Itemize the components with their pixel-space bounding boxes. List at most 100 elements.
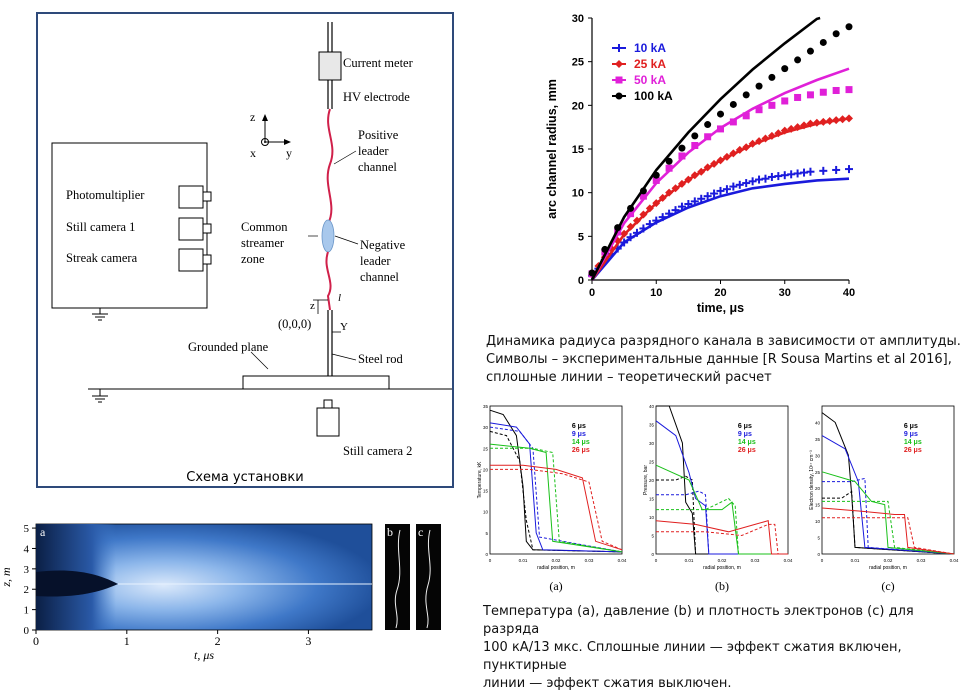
data-point-1 xyxy=(774,129,783,138)
profile-solid-1 xyxy=(821,435,955,555)
profile-y-tick: 5 xyxy=(817,536,820,541)
data-point-1 xyxy=(838,115,847,124)
label-streak-camera: Streak camera xyxy=(66,251,138,265)
x-tick-label: 40 xyxy=(843,287,855,299)
data-point-1 xyxy=(748,139,757,148)
profile-ylabel: Temperature, kK xyxy=(477,461,483,498)
data-point-1 xyxy=(722,152,731,161)
profile-solid-3 xyxy=(490,464,623,551)
radius-caption-line-3: сплошные линии – теоретический расчет xyxy=(486,370,772,385)
profile-x-tick: 0.02 xyxy=(884,558,893,563)
data-point-3 xyxy=(601,245,609,253)
x-tick-label: 0 xyxy=(589,287,595,299)
data-point-2 xyxy=(768,101,776,109)
data-point-1 xyxy=(812,118,821,127)
profile-solid-0 xyxy=(656,405,788,555)
profile-dashed-0 xyxy=(656,475,788,555)
data-point-0 xyxy=(620,238,629,247)
data-point-3 xyxy=(639,187,647,195)
data-point-0 xyxy=(832,165,841,174)
still-camera-2-box xyxy=(316,407,340,437)
data-point-0 xyxy=(671,206,680,215)
profile-y-tick: 40 xyxy=(815,420,821,425)
profile-dashed-2 xyxy=(822,500,955,555)
label-grounded-plane: Grounded plane xyxy=(188,340,269,354)
profile-y-tick: 10 xyxy=(649,515,655,520)
axis-x-label: x xyxy=(250,146,256,160)
label-negative-2: leader xyxy=(360,254,391,268)
data-point-0 xyxy=(658,213,667,222)
x-tick-label: 10 xyxy=(650,287,662,299)
profile-y-tick: 25 xyxy=(483,446,489,451)
profile-legend-1: 9 μs xyxy=(738,431,752,438)
streak-x-tick-label: 0 xyxy=(33,634,39,648)
streak-image: 0 1 2 3 0 1 2 3 4 5 t, μs z, m a b c xyxy=(0,523,441,662)
profile-solid-0 xyxy=(821,412,955,555)
y-tick-label: 10 xyxy=(572,188,584,200)
profile-dashed-3 xyxy=(822,517,955,555)
profile-x-tick: 0 xyxy=(489,558,492,563)
current-meter-box xyxy=(318,51,342,81)
data-point-0 xyxy=(690,197,699,206)
profile-legend-0: 6 μs xyxy=(904,423,918,430)
data-point-2 xyxy=(704,133,712,141)
profile-dashed-3 xyxy=(490,468,623,551)
profile-x-tick: 0.04 xyxy=(784,558,793,563)
profile-solid-2 xyxy=(821,471,955,555)
label-negative-3: channel xyxy=(360,270,399,284)
data-point-2 xyxy=(781,97,789,105)
profile-dashed-1 xyxy=(822,477,955,555)
data-point-0 xyxy=(684,200,693,209)
data-point-2 xyxy=(639,192,647,200)
profile-caption-line-3: линии — эффект сжатия выключен. xyxy=(483,676,732,691)
data-point-3 xyxy=(678,144,686,152)
profile-caption-line-2: 100 кА/13 мкс. Сплошные линии — эффект с… xyxy=(483,640,902,673)
data-point-1 xyxy=(684,175,693,184)
data-point-2 xyxy=(717,125,724,133)
profile-solid-2 xyxy=(489,443,623,553)
radius-chart: 0 10 20 30 40 0 5 10 15 20 25 30 time, μs arc channel… xyxy=(545,13,855,315)
profile-y-tick: 30 xyxy=(483,425,489,430)
data-point-3 xyxy=(704,121,712,129)
data-point-1 xyxy=(729,149,738,158)
profile-frame-0 xyxy=(489,405,623,555)
data-point-1 xyxy=(716,156,725,165)
profile-x-tick: 0.04 xyxy=(618,558,627,563)
data-point-3 xyxy=(652,171,660,179)
data-point-1 xyxy=(690,171,699,180)
profile-y-tick: 5 xyxy=(651,534,654,539)
label-photomultiplier: Photomultiplier xyxy=(66,188,145,202)
data-point-2 xyxy=(665,164,673,172)
data-point-1 xyxy=(652,199,661,208)
data-point-1 xyxy=(658,193,667,202)
axis-z-label: z xyxy=(250,110,256,124)
profile-dashed-1 xyxy=(656,490,788,555)
streak-y-tick-label: 3 xyxy=(24,564,30,576)
data-point-1 xyxy=(793,123,802,132)
profile-y-tick: 10 xyxy=(815,519,821,524)
profile-y-tick: 15 xyxy=(483,489,489,494)
setup-caption: Схема установки xyxy=(186,470,304,485)
y-tick-label: 25 xyxy=(572,57,584,69)
profile-y-tick: 20 xyxy=(483,467,489,472)
data-point-1 xyxy=(665,188,674,197)
streak-x-tick-label: 3 xyxy=(305,634,311,648)
data-point-0 xyxy=(645,220,654,229)
profile-legend-2: 14 μs xyxy=(904,439,922,446)
data-point-0 xyxy=(761,174,770,183)
data-point-0 xyxy=(639,224,648,233)
profile-y-tick: 30 xyxy=(815,453,821,458)
data-point-3 xyxy=(845,23,853,31)
profile-x-tick: 0.02 xyxy=(718,558,727,563)
setup-drawing xyxy=(51,22,452,437)
streak-y-tick-label: 5 xyxy=(24,523,30,535)
profile-x-tick: 0 xyxy=(655,558,658,563)
profile-caption: Температура (a), давление (b) и плотност… xyxy=(483,603,972,693)
data-point-0 xyxy=(742,179,751,188)
profile-x-tick: 0.04 xyxy=(950,558,959,563)
x-tick-label: 20 xyxy=(714,287,726,299)
streak-y-tick-label: 1 xyxy=(24,605,30,617)
data-point-3 xyxy=(588,269,596,277)
profile-solid-3 xyxy=(655,520,788,555)
photomultiplier-box xyxy=(178,185,204,209)
